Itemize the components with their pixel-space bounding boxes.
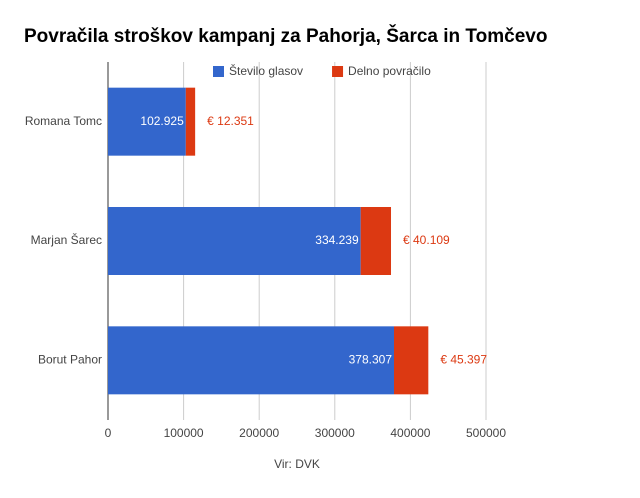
value-label: € 45.397 [440,353,487,367]
bar-segment [108,207,361,275]
value-label: 334.239 [315,233,359,247]
x-tick-label: 0 [105,426,112,440]
legend-swatch [213,66,224,77]
source-note: Vir: DVK [274,457,320,471]
chart-title: Povračila stroškov kampanj za Pahorja, Š… [24,25,547,47]
x-tick-label: 200000 [239,426,279,440]
bar-segment [108,326,395,395]
y-tick-label: Marjan Šarec [31,232,102,247]
legend-swatch [332,66,344,77]
value-label: € 12.351 [207,114,254,128]
value-label: 102.925 [140,114,184,128]
y-tick-label: Romana Tomc [25,114,102,128]
x-tick-label: 500000 [466,426,506,440]
value-label: 378.307 [349,353,393,367]
y-tick-label: Borut Pahor [38,353,102,367]
x-tick-label: 100000 [164,426,204,440]
bar-segment [108,87,186,156]
x-tick-label: 400000 [390,426,430,440]
value-label: € 40.109 [403,233,450,247]
bar-segment [185,87,196,156]
bar-segment [360,207,392,275]
bar-segment [394,326,429,395]
legend-label: Delno povračilo [348,64,431,78]
x-tick-label: 300000 [315,426,355,440]
legend-label: Število glasov [229,63,303,78]
